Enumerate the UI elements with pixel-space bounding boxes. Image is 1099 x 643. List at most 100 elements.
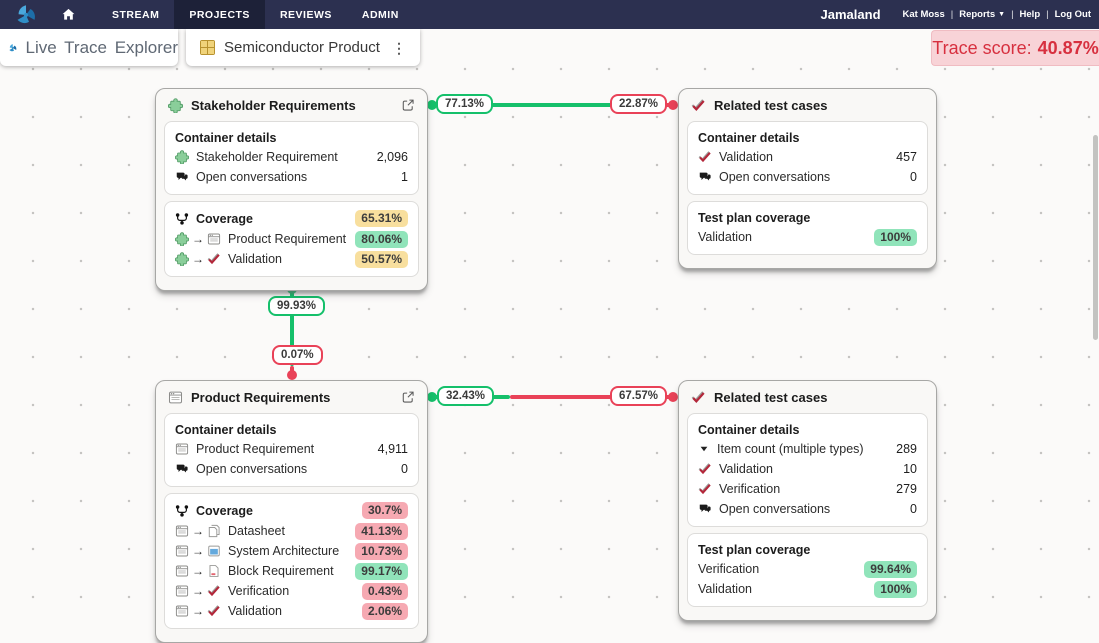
- trace-endpoint-red: [668, 100, 678, 110]
- container-details-panel: Container details Validation 457 Open co…: [687, 121, 928, 195]
- card-title: Related test cases: [714, 97, 828, 113]
- detail-row: Stakeholder Requirement 2,096: [175, 147, 408, 167]
- chevron-down-icon: ▼: [998, 11, 1006, 18]
- window-icon: [175, 564, 189, 578]
- navbar-right: Jamaland Kat Moss | Reports ▼ | Help | Lo…: [821, 7, 1099, 22]
- section-title: Container details: [175, 422, 277, 437]
- trace-edge-top-green: [430, 103, 618, 107]
- card-title: Product Requirements: [191, 389, 331, 405]
- jama-logo-blue: [8, 35, 18, 61]
- check-icon: [691, 390, 706, 405]
- card-stakeholder-requirements[interactable]: Stakeholder Requirements Container detai…: [155, 88, 428, 291]
- coverage-header-row: Coverage 65.31%: [175, 208, 408, 229]
- conversations-icon: [175, 462, 189, 476]
- trace-endpoint-red: [668, 392, 678, 402]
- external-link-icon[interactable]: [401, 98, 415, 112]
- check-icon: [207, 252, 221, 266]
- detail-row: Open conversations 1: [175, 167, 408, 187]
- section-title: Container details: [698, 130, 800, 145]
- window-icon: [207, 232, 221, 246]
- trace-pct-pill: 0.07%: [272, 345, 323, 365]
- vertical-scrollbar[interactable]: [1093, 135, 1098, 340]
- check-icon: [207, 584, 221, 598]
- window-icon: [175, 524, 189, 538]
- trace-endpoint-green: [427, 392, 437, 402]
- block-requirement-icon: [207, 564, 221, 578]
- help-link[interactable]: Help: [1019, 9, 1041, 20]
- coverage-row: Verification 99.64%: [698, 559, 917, 579]
- detail-row: Validation 457: [698, 147, 917, 167]
- trace-pct-pill: 22.87%: [610, 94, 668, 114]
- coverage-badge: 30.7%: [361, 502, 408, 519]
- check-icon: [698, 462, 712, 476]
- trace-pct-pill: 77.13%: [436, 94, 494, 114]
- coverage-header-row: Coverage 30.7%: [175, 500, 408, 521]
- coverage-badge: 65.31%: [355, 210, 408, 227]
- product-selector-label: Semiconductor Product: [224, 39, 380, 56]
- coverage-row: → System Architecture 10.73%: [175, 541, 408, 561]
- trace-pct-pill: 67.57%: [610, 386, 668, 406]
- test-plan-coverage-panel: Test plan coverage Validation 100%: [687, 201, 928, 255]
- trace-canvas[interactable]: Live Trace Explorer Semiconductor Produc…: [0, 29, 1099, 643]
- detail-row: Open conversations 0: [698, 167, 917, 187]
- coverage-row: → Verification 0.43%: [175, 581, 408, 601]
- coverage-row: → Validation 2.06%: [175, 601, 408, 621]
- puzzle-icon: [175, 252, 189, 266]
- detail-row: Validation 10: [698, 459, 917, 479]
- card-related-test-cases-top[interactable]: Related test cases Container details Val…: [678, 88, 937, 269]
- coverage-badge: 99.64%: [864, 560, 917, 578]
- trace-score-badge: Trace score: 40.87%: [931, 30, 1099, 66]
- external-link-icon[interactable]: [401, 390, 415, 404]
- trace-endpoint-green: [427, 100, 437, 110]
- kebab-menu-icon[interactable]: ⋮: [392, 39, 406, 56]
- product-selector[interactable]: Semiconductor Product ⋮: [186, 29, 420, 66]
- card-product-requirements[interactable]: Product Requirements Container details P…: [155, 380, 428, 643]
- project-grid-icon: [200, 40, 215, 55]
- coverage-row: → Datasheet 41.13%: [175, 521, 408, 541]
- coverage-badge: 41.13%: [355, 522, 408, 540]
- conversations-icon: [698, 502, 712, 516]
- user-menu[interactable]: Kat Moss: [902, 9, 945, 20]
- nav-item-admin[interactable]: ADMIN: [361, 8, 399, 21]
- puzzle-icon: [175, 232, 189, 246]
- conversations-icon: [698, 170, 712, 184]
- check-icon: [691, 98, 706, 113]
- nav-item-reviews[interactable]: REVIEWS: [279, 8, 332, 21]
- coverage-row: → Block Requirement 99.17%: [175, 561, 408, 581]
- section-title: Container details: [698, 422, 800, 437]
- jama-logo[interactable]: [11, 2, 41, 28]
- window-icon: [175, 544, 189, 558]
- reports-menu[interactable]: Reports ▼: [959, 9, 1006, 20]
- nav-item-projects[interactable]: PROJECTS: [174, 0, 265, 29]
- trace-edge-bottom-red: [510, 395, 672, 399]
- nav-item-stream[interactable]: STREAM: [112, 8, 160, 21]
- detail-row: Open conversations 0: [698, 499, 917, 519]
- logout-link[interactable]: Log Out: [1054, 9, 1091, 20]
- home-icon[interactable]: [53, 7, 83, 22]
- app-title-panel: Live Trace Explorer: [0, 29, 178, 66]
- trace-score-label: Trace score:: [932, 37, 1032, 58]
- detail-row: Open conversations 0: [175, 459, 408, 479]
- arrow-right-icon: →: [192, 544, 204, 558]
- arrow-right-icon: →: [192, 524, 204, 538]
- coverage-row: Validation 100%: [698, 227, 917, 247]
- coverage-row: → Validation 50.57%: [175, 249, 408, 269]
- coverage-row: Validation 100%: [698, 579, 917, 599]
- container-details-panel: Container details Stakeholder Requiremen…: [164, 121, 419, 195]
- caret-down-icon[interactable]: [698, 443, 710, 455]
- arrow-right-icon: →: [192, 232, 204, 246]
- section-title: Container details: [175, 130, 277, 145]
- trace-pct-pill: 99.93%: [268, 296, 326, 316]
- org-name: Jamaland: [820, 7, 881, 22]
- window-icon: [175, 442, 189, 456]
- datasheet-icon: [207, 524, 221, 538]
- detail-row: Product Requirement 4,911: [175, 439, 408, 459]
- trace-endpoint-red: [287, 370, 297, 380]
- trace-score-value: 40.87%: [1037, 37, 1099, 58]
- check-icon: [698, 150, 712, 164]
- test-plan-coverage-panel: Test plan coverage Verification 99.64% V…: [687, 533, 928, 607]
- card-related-test-cases-bottom[interactable]: Related test cases Container details Ite…: [678, 380, 937, 621]
- coverage-badge: 0.43%: [361, 582, 408, 600]
- container-details-panel: Container details Item count (multiple t…: [687, 413, 928, 527]
- arrow-right-icon: →: [192, 252, 204, 266]
